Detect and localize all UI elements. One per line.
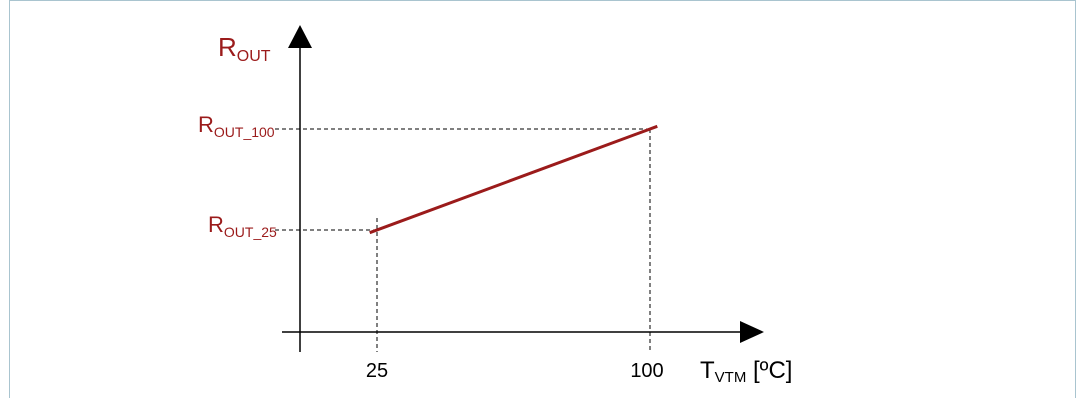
y-axis-label: ROUT	[218, 32, 271, 65]
r-out-100-label: ROUT_100	[198, 112, 275, 140]
r-out-25-label: ROUT_25	[208, 212, 277, 240]
y-axis-arrowhead	[288, 25, 312, 48]
x-tick-label-25: 25	[366, 360, 388, 382]
x-tick-label-100: 100	[630, 360, 663, 382]
rout-line	[369, 124, 658, 235]
x-axis-label: TVTM [ºC]	[700, 357, 792, 386]
x-axis-arrowhead	[740, 321, 764, 343]
figure-frame	[9, 0, 1076, 398]
